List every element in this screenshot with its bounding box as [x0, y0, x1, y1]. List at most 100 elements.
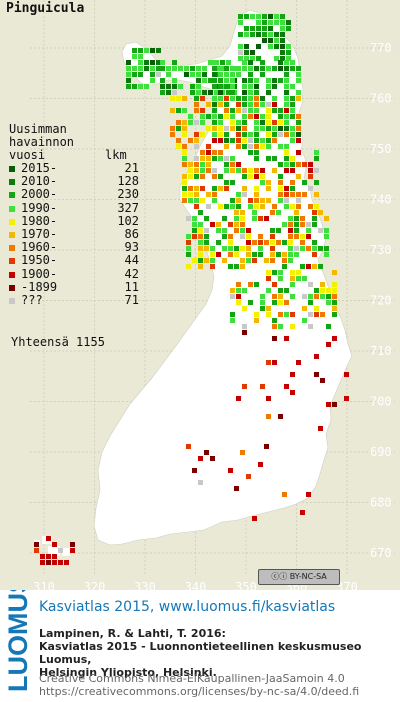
occurrence-cell	[222, 246, 227, 251]
x-tick-label: 350	[235, 580, 257, 590]
occurrence-cell	[242, 138, 247, 143]
occurrence-cell	[254, 138, 259, 143]
occurrence-cell	[248, 84, 253, 89]
occurrence-cell	[284, 162, 289, 167]
legend-count: 230	[117, 187, 139, 202]
occurrence-cell	[284, 84, 289, 89]
legend-entry: 1990- 327	[9, 201, 149, 215]
occurrence-cell	[182, 126, 187, 131]
luomus-logo: LUOMUS	[3, 590, 33, 692]
y-tick-label: 730	[370, 243, 392, 257]
occurrence-cell	[216, 228, 221, 233]
occurrence-cell	[272, 108, 277, 113]
occurrence-cell	[284, 72, 289, 77]
occurrence-cell	[296, 126, 301, 131]
occurrence-cell	[306, 228, 311, 233]
occurrence-cell	[312, 216, 317, 221]
occurrence-cell	[260, 114, 265, 119]
occurrence-cell	[230, 288, 235, 293]
occurrence-cell	[272, 84, 277, 89]
legend-entry: 1970- 86	[9, 227, 149, 241]
occurrence-cell	[272, 120, 277, 125]
occurrence-cell	[270, 252, 275, 257]
occurrence-cell	[326, 402, 331, 407]
occurrence-cell	[286, 26, 291, 31]
occurrence-cell	[204, 234, 209, 239]
occurrence-cell	[296, 360, 301, 365]
occurrence-cell	[266, 108, 271, 113]
y-tick-label: 770	[370, 41, 392, 55]
occurrence-cell	[186, 240, 191, 245]
occurrence-cell	[282, 240, 287, 245]
legend-count: 42	[124, 266, 139, 281]
occurrence-cell	[210, 222, 215, 227]
occurrence-cell	[284, 186, 289, 191]
occurrence-cell	[248, 102, 253, 107]
occurrence-cell	[270, 240, 275, 245]
occurrence-cell	[296, 66, 301, 71]
kasviatlas-link[interactable]: Kasviatlas 2015, www.luomus.fi/kasviatla…	[39, 599, 336, 615]
occurrence-cell	[254, 198, 259, 203]
occurrence-cell	[212, 192, 217, 197]
occurrence-cell	[198, 480, 203, 485]
occurrence-cells	[34, 14, 349, 565]
occurrence-cell	[192, 468, 197, 473]
occurrence-cell	[290, 180, 295, 185]
occurrence-cell	[284, 78, 289, 83]
x-tick-label: 370	[336, 580, 358, 590]
occurrence-cell	[256, 20, 261, 25]
occurrence-cell	[272, 66, 277, 71]
license-url[interactable]: https://creativecommons.org/licenses/by-…	[39, 685, 360, 698]
occurrence-cell	[230, 204, 235, 209]
species-title: Pinguicula	[6, 1, 85, 16]
occurrence-cell	[254, 114, 259, 119]
occurrence-cell	[290, 282, 295, 287]
legend-label: 1980-	[21, 213, 58, 228]
occurrence-cell	[288, 234, 293, 239]
occurrence-cell	[236, 138, 241, 143]
finland-grid-map: 770 760 750 740 730 720 710 700 690 680 670 310 320…	[30, 0, 395, 590]
occurrence-cell	[150, 48, 155, 53]
occurrence-cell	[236, 66, 241, 71]
occurrence-cell	[278, 276, 283, 281]
occurrence-cell	[300, 240, 305, 245]
occurrence-cell	[254, 186, 259, 191]
occurrence-cell	[228, 240, 233, 245]
occurrence-cell	[236, 96, 241, 101]
occurrence-cell	[206, 150, 211, 155]
occurrence-cell	[212, 150, 217, 155]
occurrence-cell	[284, 90, 289, 95]
occurrence-cell	[218, 72, 223, 77]
occurrence-cell	[212, 66, 217, 71]
occurrence-cell	[244, 26, 249, 31]
occurrence-cell	[244, 50, 249, 55]
occurrence-cell	[278, 198, 283, 203]
occurrence-cell	[194, 120, 199, 125]
legend-count: 71	[124, 292, 139, 307]
occurrence-cell	[126, 78, 131, 83]
occurrence-cell	[266, 414, 271, 419]
occurrence-cell	[290, 276, 295, 281]
occurrence-cell	[218, 138, 223, 143]
occurrence-cell	[332, 282, 337, 287]
occurrence-cell	[276, 252, 281, 257]
occurrence-cell	[296, 192, 301, 197]
occurrence-cell	[218, 174, 223, 179]
occurrence-cell	[284, 144, 289, 149]
occurrence-cell	[236, 120, 241, 125]
occurrence-cell	[218, 66, 223, 71]
occurrence-cell	[284, 132, 289, 137]
occurrence-cell	[254, 90, 259, 95]
occurrence-cell	[176, 126, 181, 131]
occurrence-cell	[236, 396, 241, 401]
occurrence-cell	[212, 120, 217, 125]
occurrence-cell	[204, 216, 209, 221]
occurrence-cell	[326, 294, 331, 299]
occurrence-cell	[126, 84, 131, 89]
occurrence-cell	[190, 72, 195, 77]
y-tick-label: 700	[370, 395, 392, 409]
occurrence-cell	[258, 234, 263, 239]
cc-license-badge[interactable]: ⓒⓘ BY-NC-SA	[258, 569, 340, 585]
occurrence-cell	[242, 60, 247, 65]
occurrence-cell	[160, 90, 165, 95]
